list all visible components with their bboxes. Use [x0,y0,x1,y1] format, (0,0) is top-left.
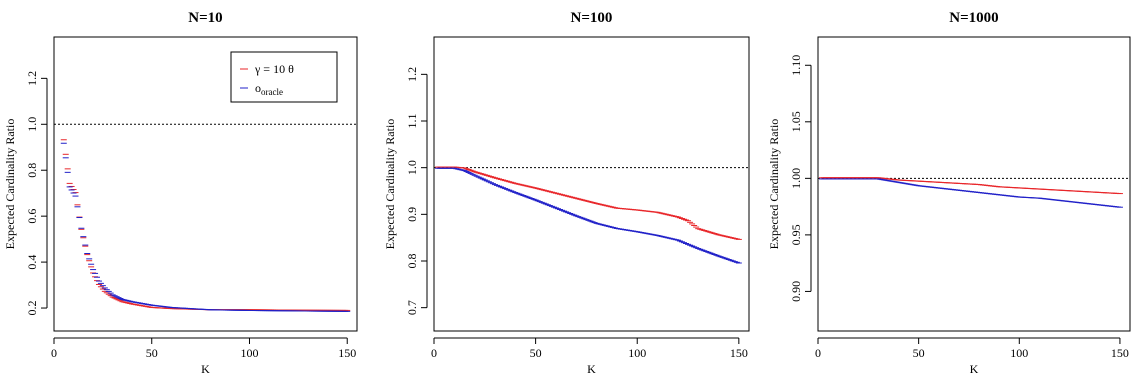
chart-panel-1: N=10 0 50 100 150 K 0.2 0.4 0.6 0.8 1.0 1.2 Expected… [3,10,358,376]
x-tick-label: 0 [815,346,821,360]
x-axis-label: K [201,362,210,376]
x-tick-label: 100 [240,346,258,360]
y-tick-label: 1.0 [25,117,39,132]
x-tick-label: 0 [51,346,57,360]
x-tick-label: 100 [1010,346,1028,360]
chart-title: N=10 [188,10,222,26]
y-tick-label: 0.2 [25,301,39,316]
x-tick-label: 150 [730,346,748,360]
legend-label: ooracle [255,81,283,97]
chart-panel-2: N=100 0 50 100 150 K 0.7 0.8 0.9 1.0 1.1 1.2 Expecte… [383,10,750,376]
y-tick-label: 0.4 [25,255,39,270]
x-tick-label: 50 [530,346,542,360]
x-axis-label: K [587,362,596,376]
x-tick-label: 150 [1111,346,1129,360]
plot-frame [817,36,1131,332]
chart-panel-3: N=1000 0 50 100 150 K 0.90 0.95 1.00 1.05 1.10 Expe… [767,10,1131,376]
plot-frame [433,36,750,332]
chart-title: N=1000 [949,10,998,26]
y-tick-label: 0.7 [405,300,419,315]
legend-box [230,51,338,103]
x-tick-label: 0 [431,346,437,360]
y-tick-label: 1.2 [25,71,39,86]
y-tick-label: 0.9 [405,207,419,222]
x-tick-label: 150 [338,346,356,360]
y-tick-label: 0.8 [405,254,419,269]
x-tick-label: 100 [628,346,646,360]
y-tick-label: 1.1 [405,114,419,129]
chart-title: N=100 [571,10,613,26]
y-tick-label: 0.95 [789,224,803,245]
y-axis-label: Expected Cardinality Ratio [3,119,17,250]
y-tick-label: 0.6 [25,209,39,224]
x-axis-label: K [970,362,979,376]
series-gamma [819,177,1123,195]
y-axis-label: Expected Cardinality Ratio [767,119,781,250]
plot-frame [53,36,358,332]
y-tick-label: 1.0 [405,160,419,175]
y-tick-label: 1.05 [789,111,803,132]
y-axis-label: Expected Cardinality Ratio [383,119,397,250]
series-gamma [60,139,351,311]
legend-label: γ = 10 θ [254,62,294,76]
series-oracle [819,178,1123,208]
y-tick-label: 1.2 [405,67,419,82]
y-tick-label: 1.10 [789,55,803,76]
y-tick-label: 0.90 [789,281,803,302]
series-oracle [435,167,742,264]
x-tick-label: 50 [146,346,158,360]
y-tick-label: 1.00 [789,168,803,189]
series-oracle [60,142,351,312]
series-gamma [435,166,742,240]
x-tick-label: 50 [913,346,925,360]
y-tick-label: 0.8 [25,163,39,178]
legend: γ = 10 θ ooracle [230,51,338,103]
